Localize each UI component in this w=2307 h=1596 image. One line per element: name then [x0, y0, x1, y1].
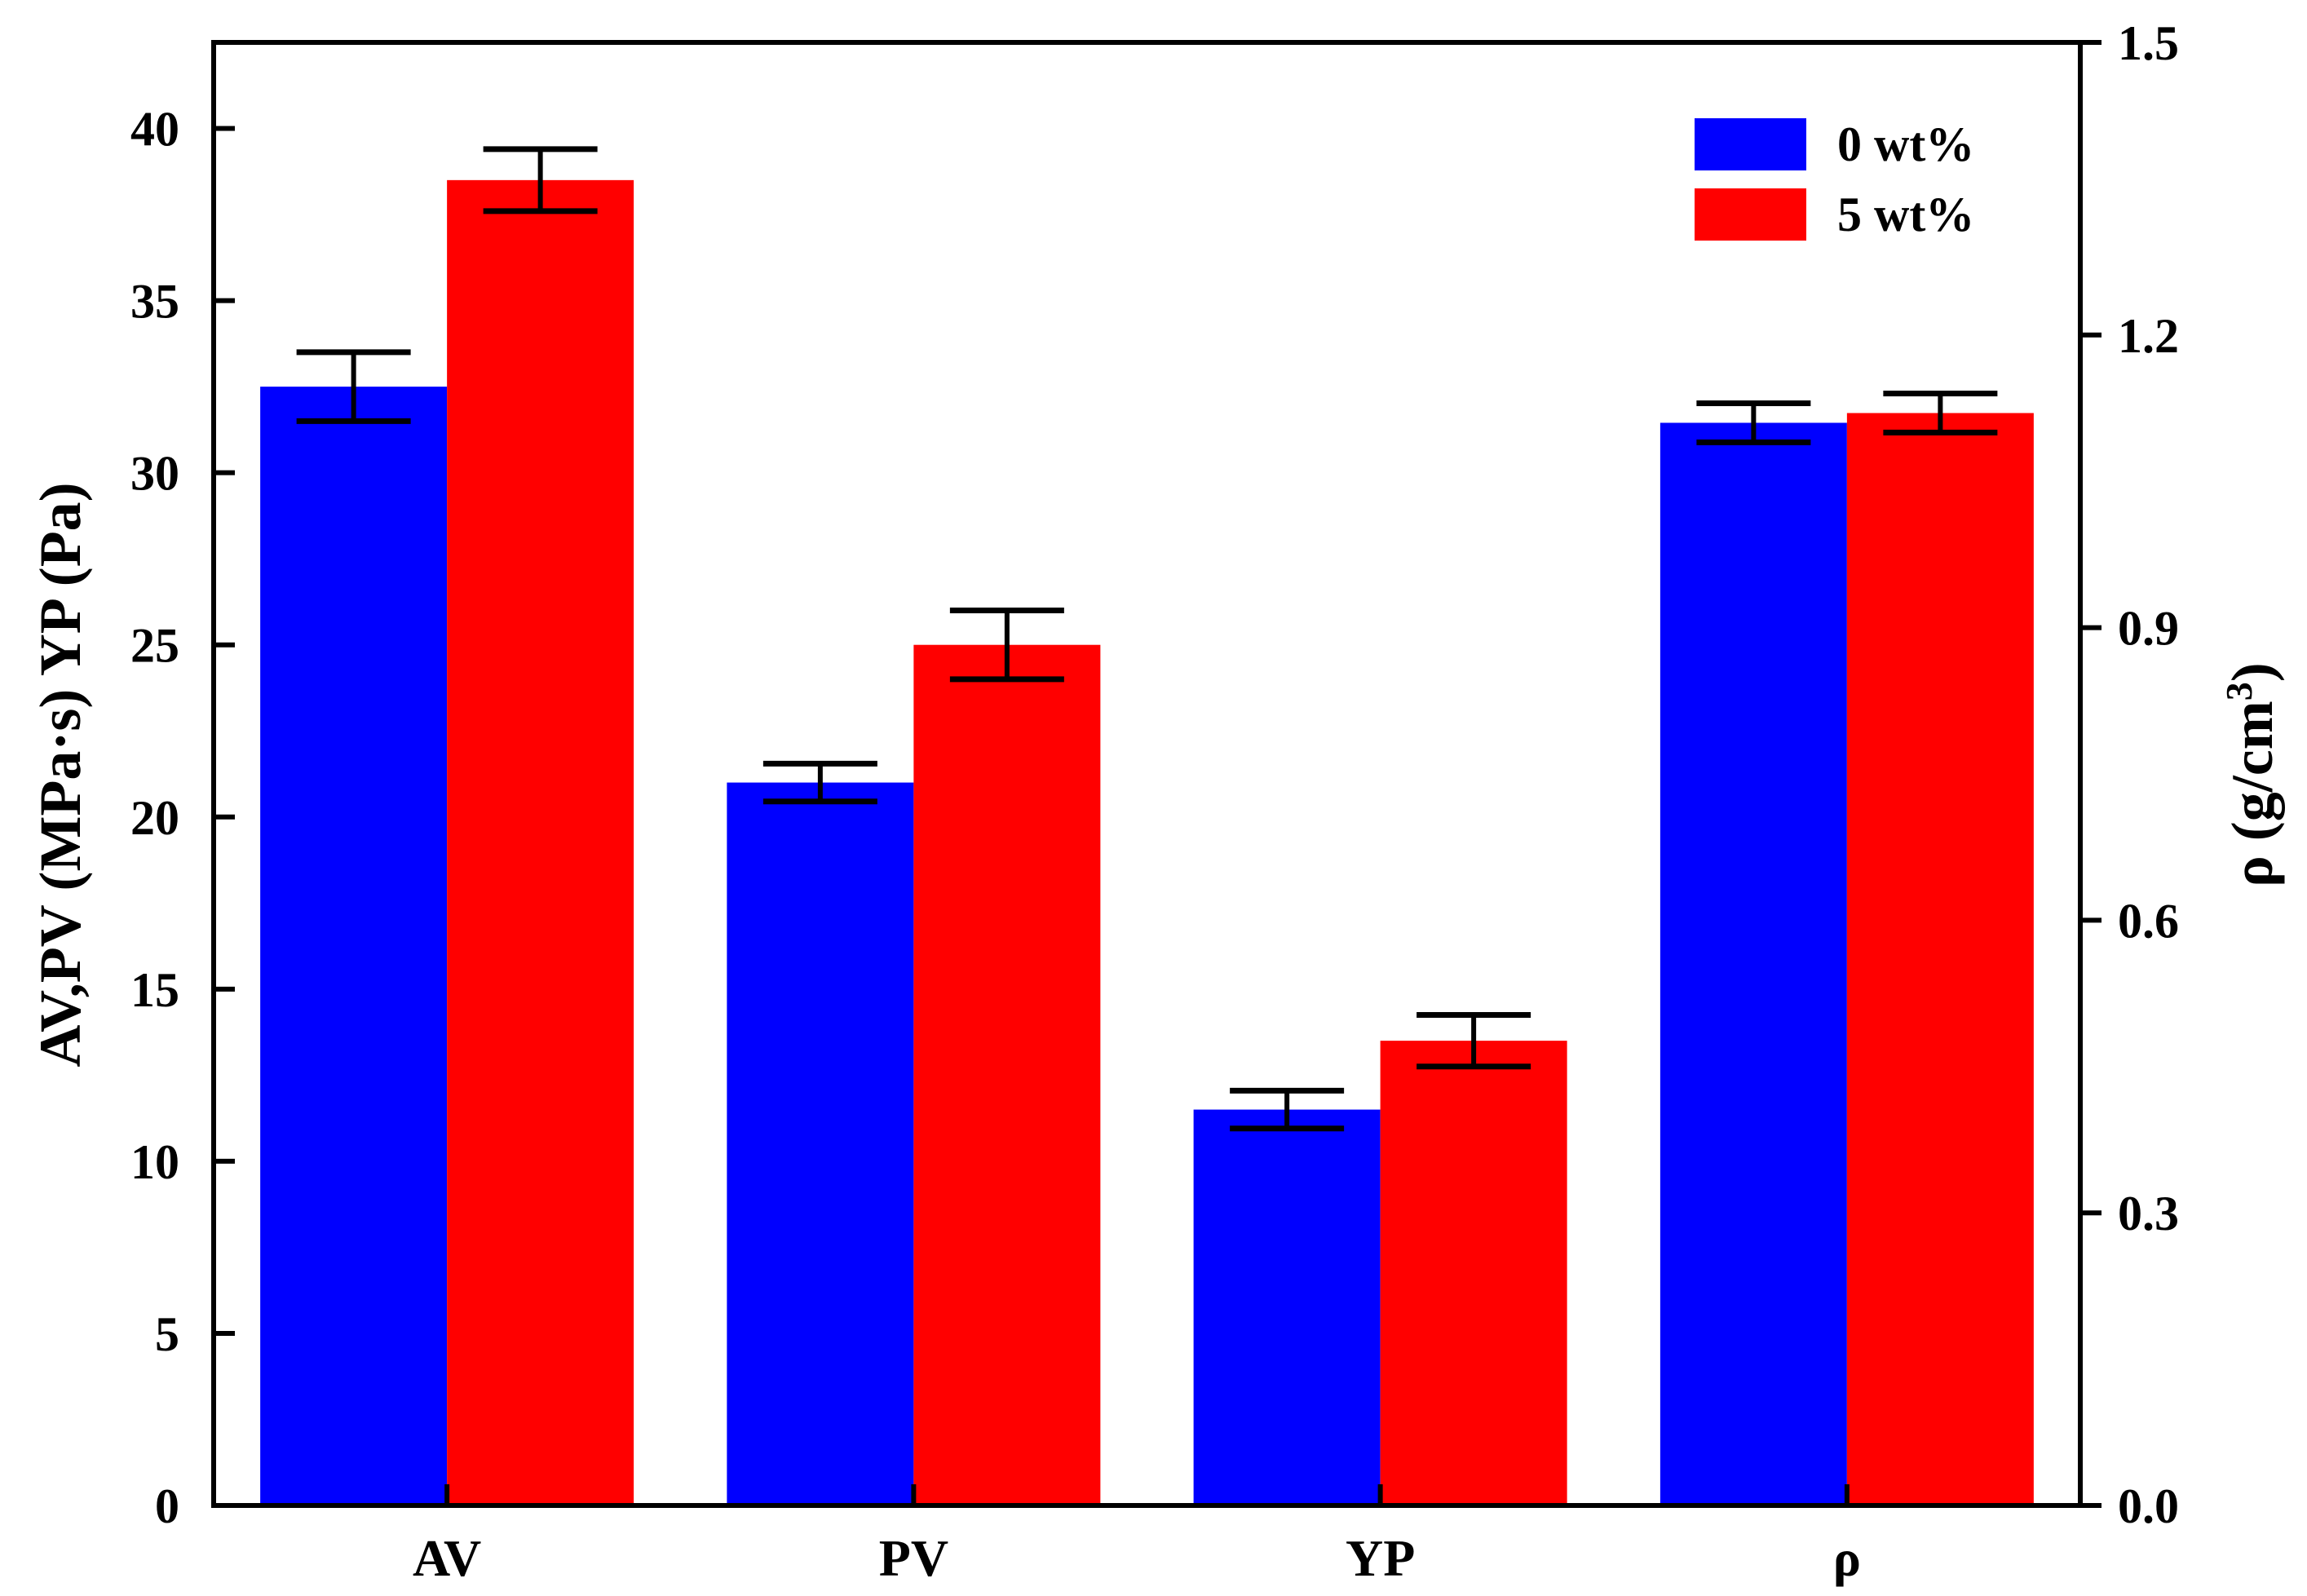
left-tick-label-3: 15: [130, 963, 179, 1017]
right-tick-label-2: 0.6: [2118, 894, 2179, 948]
right-axis-title-sup: 3: [2218, 682, 2260, 701]
bar-0wt-2: [1193, 1109, 1381, 1505]
right-tick-label-5: 1.5: [2118, 16, 2179, 70]
x-axis: AV PV YP ρ: [413, 1484, 1861, 1587]
right-axis: 0.0 0.3 0.6 0.9 1.2 1.5: [2080, 16, 2179, 1533]
legend-swatch-1: [1695, 188, 1806, 241]
right-axis-title-main: ρ (g/cm: [2220, 701, 2285, 886]
x-tick-label-0: AV: [413, 1529, 481, 1587]
bar-5wt-3: [1846, 413, 2034, 1506]
right-axis-title-end: ): [2220, 662, 2285, 682]
x-tick-label-2: YP: [1346, 1529, 1415, 1587]
legend-swatch-0: [1695, 118, 1806, 170]
legend-label-0: 0 wt%: [1837, 117, 1974, 171]
bar-0wt-3: [1660, 422, 1847, 1506]
bar-0wt-0: [260, 387, 448, 1505]
left-axis: 0 5 10 15 20 25 30 35 40: [130, 103, 235, 1533]
left-tick-label-0: 0: [155, 1479, 179, 1533]
left-tick-label-6: 30: [130, 447, 179, 501]
legend: 0 wt% 5 wt%: [1695, 117, 1974, 241]
right-axis-title: ρ (g/cm3): [2218, 662, 2286, 886]
left-tick-label-7: 35: [130, 275, 179, 329]
legend-label-1: 5 wt%: [1837, 188, 1974, 241]
right-tick-label-3: 0.9: [2118, 602, 2179, 656]
left-axis-title: AV,PV (MPa·s) YP (Pa): [28, 482, 93, 1067]
bar-5wt-1: [913, 644, 1101, 1506]
right-tick-label-0: 0.0: [2118, 1479, 2179, 1533]
left-tick-label-1: 5: [155, 1307, 179, 1361]
bar-5wt-2: [1380, 1041, 1567, 1505]
left-tick-label-2: 10: [130, 1135, 179, 1189]
plot-frame: [211, 40, 2083, 1508]
left-tick-label-5: 25: [130, 619, 179, 673]
bar-5wt-0: [447, 179, 634, 1506]
right-tick-label-1: 0.3: [2118, 1187, 2179, 1240]
right-tick-label-4: 1.2: [2118, 309, 2179, 363]
x-tick-label-3: ρ: [1833, 1529, 1861, 1587]
error-bars-layer: [296, 146, 1998, 1132]
left-tick-label-4: 20: [130, 791, 179, 845]
bars-layer: [260, 179, 2034, 1506]
left-tick-label-8: 40: [130, 103, 179, 157]
x-tick-label-1: PV: [879, 1529, 948, 1587]
bar-0wt-1: [727, 782, 914, 1505]
